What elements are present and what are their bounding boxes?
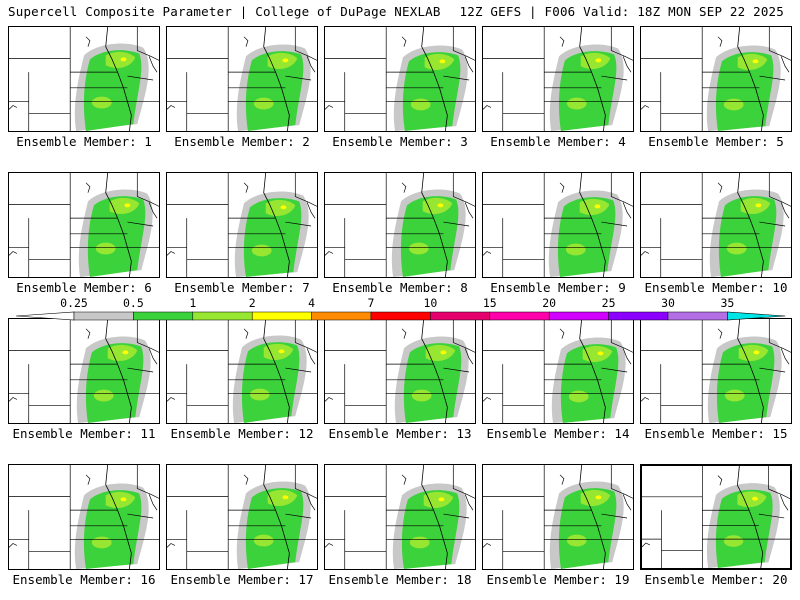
panel-caption: Ensemble Member: 15: [644, 426, 788, 441]
panel-caption: Ensemble Member: 5: [648, 134, 784, 149]
colorbar-segment: [311, 311, 372, 321]
ensemble-map-panel: [8, 318, 160, 424]
colorbar-segment: [73, 311, 134, 321]
colorbar-tick-label: 10: [423, 296, 438, 310]
colorbar-segment: [430, 311, 491, 321]
panel-caption: Ensemble Member: 6: [16, 280, 152, 295]
panel-caption: Ensemble Member: 13: [328, 426, 472, 441]
ensemble-map: [483, 27, 633, 131]
ensemble-map-panel: [482, 318, 634, 424]
colorbar-tick-label: 0.25: [60, 296, 88, 310]
ensemble-map: [9, 465, 159, 569]
colorbar-tick-label: 1: [189, 296, 197, 310]
panel-caption: Ensemble Member: 8: [332, 280, 468, 295]
panel-caption: Ensemble Member: 4: [490, 134, 626, 149]
ensemble-map: [642, 466, 790, 568]
ensemble-map-panel: [324, 464, 476, 570]
panel-caption: Ensemble Member: 7: [174, 280, 310, 295]
colorbar-max-arrow: [727, 311, 786, 321]
ensemble-map: [483, 319, 633, 423]
panel-caption: Ensemble Member: 9: [490, 280, 626, 295]
ensemble-map-panel: [166, 172, 318, 278]
ensemble-map: [167, 465, 317, 569]
ensemble-map-panel: [8, 464, 160, 570]
panel-caption: Ensemble Member: 18: [328, 572, 472, 587]
panel-caption: Ensemble Member: 19: [486, 572, 630, 587]
colorbar-segment: [608, 311, 669, 321]
panel-caption: Ensemble Member: 3: [332, 134, 468, 149]
ensemble-map: [167, 173, 317, 277]
ensemble-map-panel: [166, 464, 318, 570]
ensemble-map-panel: [640, 318, 792, 424]
panel-caption: Ensemble Member: 14: [486, 426, 630, 441]
ensemble-map: [483, 465, 633, 569]
ensemble-map-panel: [640, 464, 792, 570]
ensemble-map-panel: [482, 26, 634, 132]
colorbar-segment: [370, 311, 431, 321]
panel-caption: Ensemble Member: 10: [644, 280, 788, 295]
ensemble-map-panel: [640, 26, 792, 132]
ensemble-map-panel: [324, 318, 476, 424]
ensemble-map-panel: [482, 172, 634, 278]
colorbar-tick-label: 30: [661, 296, 675, 310]
colorbar-tick-label: 7: [367, 296, 375, 310]
run-info: 12Z GEFS | F006 Valid: 18Z MON SEP 22 20…: [459, 4, 784, 19]
map-title: Supercell Composite Parameter | College …: [8, 4, 441, 19]
ensemble-map: [325, 27, 475, 131]
colorbar-segment: [192, 311, 253, 321]
ensemble-map-panel: [324, 172, 476, 278]
ensemble-map: [325, 173, 475, 277]
colorbar-tick-label: 15: [482, 296, 497, 310]
ensemble-map: [9, 173, 159, 277]
colorbar-tick-label: 20: [542, 296, 557, 310]
colorbar-segment: [251, 311, 312, 321]
panel-caption: Ensemble Member: 17: [170, 572, 314, 587]
ensemble-map: [325, 319, 475, 423]
colorbar-tick-label: 2: [248, 296, 256, 310]
colorbar-tick-label: 25: [601, 296, 616, 310]
panel-caption: Ensemble Member: 12: [170, 426, 314, 441]
ensemble-map: [167, 27, 317, 131]
colorbar-segment: [133, 311, 194, 321]
colorbar-segment: [489, 311, 550, 321]
panel-caption: Ensemble Member: 2: [174, 134, 310, 149]
ensemble-map: [325, 465, 475, 569]
colorbar-segment: [548, 311, 609, 321]
ensemble-map-panel: [166, 26, 318, 132]
ensemble-map-panel: [324, 26, 476, 132]
ensemble-map-panel: [640, 172, 792, 278]
ensemble-map: [9, 27, 159, 131]
ensemble-map: [641, 27, 791, 131]
ensemble-map-panel: [166, 318, 318, 424]
panel-caption: Ensemble Member: 16: [12, 572, 156, 587]
panel-caption: Ensemble Member: 11: [12, 426, 156, 441]
ensemble-map-panel: [8, 172, 160, 278]
colorbar-min-arrow: [15, 311, 75, 321]
ensemble-map: [9, 319, 159, 423]
ensemble-map: [167, 319, 317, 423]
ensemble-map-panel: [482, 464, 634, 570]
ensemble-map-panel: [8, 26, 160, 132]
panel-caption: Ensemble Member: 1: [16, 134, 152, 149]
panel-caption: Ensemble Member: 20: [644, 572, 788, 587]
ensemble-map: [641, 173, 791, 277]
colorbar-tick-label: 35: [720, 296, 735, 310]
color-scale-bar: [15, 311, 786, 321]
colorbar-tick-label: 4: [308, 296, 316, 310]
ensemble-map: [641, 319, 791, 423]
ensemble-map: [483, 173, 633, 277]
colorbar-segment: [667, 311, 728, 321]
colorbar-tick-label: 0.5: [123, 296, 144, 310]
